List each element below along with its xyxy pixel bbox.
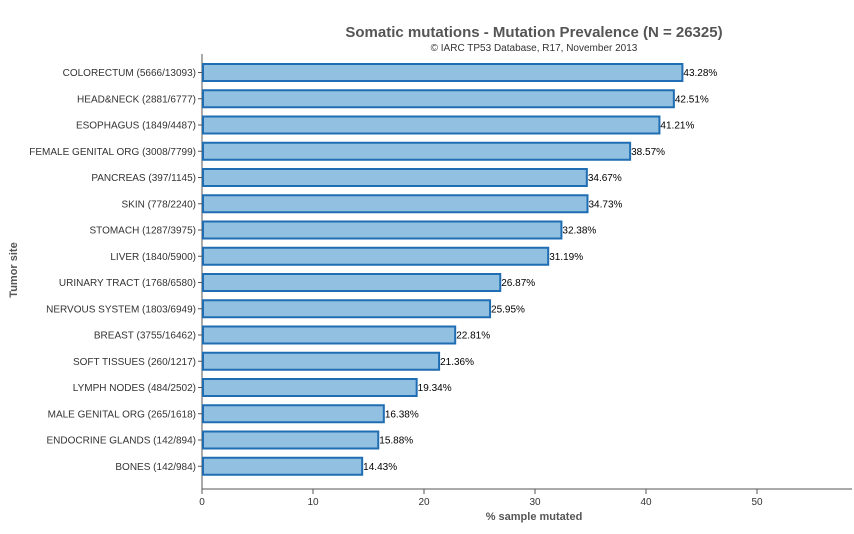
value-label: 32.38% bbox=[562, 226, 596, 237]
chart-title: Somatic mutations - Mutation Prevalence … bbox=[345, 24, 722, 41]
chart-subtitle: © IARC TP53 Database, R17, November 2013 bbox=[431, 43, 638, 54]
value-label: 21.36% bbox=[440, 357, 474, 368]
value-label: 34.67% bbox=[588, 173, 622, 184]
category-label: URINARY TRACT (1768/6580) bbox=[59, 278, 196, 289]
category-label: SOFT TISSUES (260/1217) bbox=[73, 357, 196, 368]
category-label: HEAD&NECK (2881/6777) bbox=[77, 94, 196, 105]
bar bbox=[202, 325, 457, 345]
bar bbox=[202, 246, 550, 266]
bar bbox=[202, 430, 380, 450]
category-label: MALE GENITAL ORG (265/1618) bbox=[48, 409, 196, 420]
x-tick-label: 40 bbox=[640, 497, 652, 508]
category-label: BREAST (3755/16462) bbox=[94, 331, 196, 342]
bar bbox=[202, 141, 632, 161]
category-label: PANCREAS (397/1145) bbox=[91, 173, 196, 184]
bar bbox=[202, 115, 661, 135]
category-label: SKIN (778/2240) bbox=[122, 199, 197, 210]
category-label: BONES (142/984) bbox=[115, 462, 196, 473]
bar bbox=[202, 404, 385, 424]
category-label: FEMALE GENITAL ORG (3008/7799) bbox=[29, 147, 196, 158]
bar bbox=[202, 273, 502, 292]
y-axis-title: Tumor site bbox=[8, 242, 20, 297]
value-label: 25.95% bbox=[491, 304, 525, 315]
bar bbox=[202, 456, 364, 476]
value-label: 19.34% bbox=[418, 383, 452, 394]
value-label: 22.81% bbox=[456, 331, 490, 342]
category-label: LIVER (1840/5900) bbox=[110, 252, 196, 263]
value-label: 42.51% bbox=[675, 94, 709, 105]
value-label: 34.73% bbox=[589, 199, 623, 210]
x-tick-label: 10 bbox=[307, 497, 319, 508]
value-label: 43.28% bbox=[683, 68, 717, 79]
x-tick-label: 0 bbox=[199, 497, 205, 508]
bar bbox=[202, 168, 588, 187]
x-tick-label: 30 bbox=[529, 497, 541, 508]
bar bbox=[202, 63, 684, 82]
category-label: LYMPH NODES (484/2502) bbox=[73, 383, 196, 394]
bar bbox=[202, 299, 492, 319]
x-tick-label: 20 bbox=[418, 497, 430, 508]
category-label: ESOPHAGUS (1849/4487) bbox=[76, 121, 196, 132]
category-label: STOMACH (1287/3975) bbox=[89, 226, 196, 237]
value-label: 14.43% bbox=[363, 462, 397, 473]
category-label: NERVOUS SYSTEM (1803/6949) bbox=[46, 304, 196, 315]
bar bbox=[202, 220, 563, 240]
bar bbox=[202, 89, 675, 109]
value-label: 41.21% bbox=[660, 121, 694, 132]
category-label: COLORECTUM (5666/13093) bbox=[63, 68, 196, 79]
bar bbox=[202, 194, 589, 214]
bar bbox=[202, 351, 441, 371]
bar bbox=[202, 378, 418, 397]
value-label: 38.57% bbox=[631, 147, 665, 158]
plot-area: 0 10 20 30 40 50 COLORECTUM (5666/13093) 43.28%… bbox=[29, 54, 852, 508]
value-label: 16.38% bbox=[385, 409, 419, 420]
x-tick-label: 50 bbox=[751, 497, 763, 508]
category-label: ENDOCRINE GLANDS (142/894) bbox=[47, 436, 197, 447]
value-label: 26.87% bbox=[501, 278, 535, 289]
value-label: 31.19% bbox=[549, 252, 583, 263]
value-label: 15.88% bbox=[379, 436, 413, 447]
x-axis-title: % sample mutated bbox=[486, 511, 583, 523]
